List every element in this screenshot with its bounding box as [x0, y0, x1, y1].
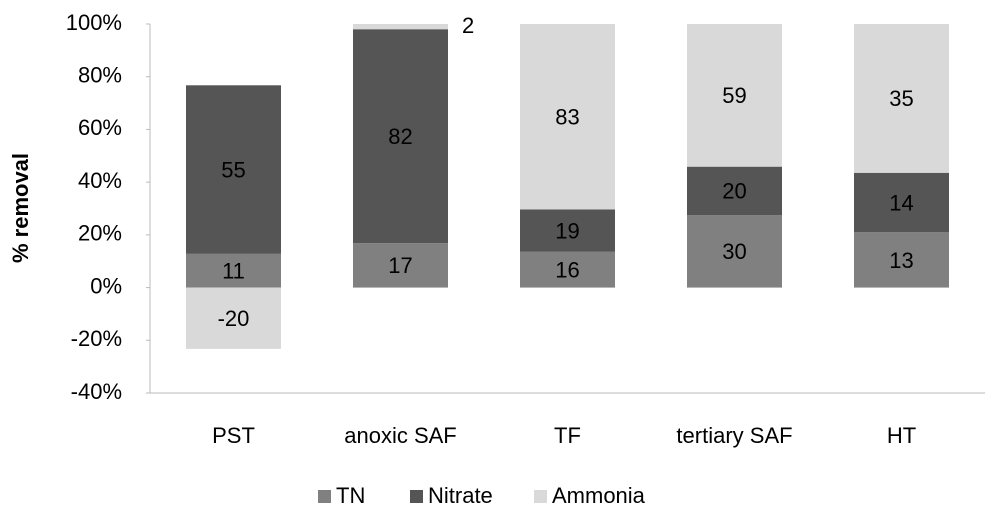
legend-swatch	[318, 490, 331, 503]
x-tick-label: HT	[887, 423, 916, 448]
y-tick-label: 60%	[78, 115, 122, 140]
bar-segment	[520, 24, 615, 210]
data-label: 13	[889, 248, 913, 273]
y-axis-label: % removal	[8, 153, 33, 263]
bar-segment	[353, 243, 448, 288]
y-tick-label: 100%	[66, 10, 122, 35]
bar-segment	[687, 166, 782, 216]
data-label: 35	[889, 86, 913, 111]
data-label: 20	[722, 179, 746, 204]
x-tick-label: TF	[554, 423, 581, 448]
bar-segment	[687, 24, 782, 167]
y-tick-label: 40%	[78, 168, 122, 193]
legend-label: Nitrate	[428, 483, 493, 508]
data-label: 2	[462, 13, 474, 38]
bar-segment	[854, 24, 949, 173]
data-label: -20	[218, 306, 250, 331]
data-label: 30	[722, 239, 746, 264]
x-tick-label: PST	[212, 423, 255, 448]
data-label: 59	[722, 83, 746, 108]
legend-swatch	[534, 490, 547, 503]
data-label: 83	[555, 105, 579, 130]
bar-segment	[186, 85, 281, 254]
bar-segment	[353, 29, 448, 244]
legend-swatch	[410, 490, 423, 503]
bar-segment	[353, 24, 448, 30]
legend-label: TN	[336, 483, 365, 508]
legend-label: Ammonia	[552, 483, 646, 508]
x-tick-label: tertiary SAF	[676, 423, 792, 448]
bar-segment	[186, 287, 281, 349]
bar-segment	[687, 215, 782, 288]
y-tick-label: -40%	[71, 379, 122, 404]
data-label: 55	[221, 157, 245, 182]
y-tick-label: 0%	[90, 273, 122, 298]
bar-segment	[520, 251, 615, 288]
y-tick-label: -20%	[71, 326, 122, 351]
data-label: 11	[222, 259, 245, 284]
bar-segment	[186, 253, 281, 288]
data-label: 82	[388, 124, 412, 149]
y-tick-label: 20%	[78, 221, 122, 246]
data-label: 17	[388, 253, 412, 278]
data-label: 19	[555, 218, 579, 243]
y-tick-label: 80%	[78, 63, 122, 88]
bar-segment	[520, 209, 615, 252]
bar-segment	[854, 172, 949, 233]
x-tick-label: anoxic SAF	[344, 423, 457, 448]
bar-segment	[854, 232, 949, 288]
data-label: 14	[889, 190, 913, 215]
data-label: 16	[555, 258, 579, 283]
